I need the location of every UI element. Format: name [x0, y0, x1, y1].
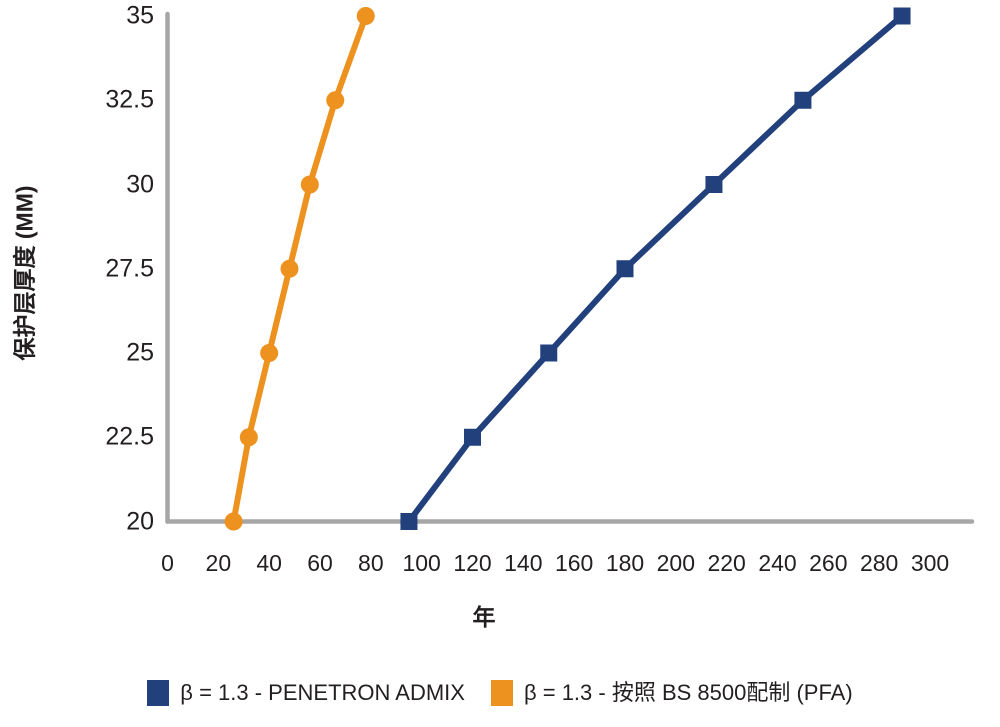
data-point-marker[interactable] [224, 512, 243, 531]
series-1 [400, 7, 911, 530]
data-point-marker[interactable] [400, 513, 418, 530]
legend-swatch-icon [147, 680, 170, 706]
data-point-marker[interactable] [280, 259, 299, 278]
x-axis-tick-label: 80 [358, 550, 384, 576]
data-point-marker[interactable] [794, 91, 812, 109]
x-axis-tick-label: 200 [656, 550, 696, 576]
data-point-marker[interactable] [616, 260, 634, 278]
data-point-marker[interactable] [540, 344, 558, 362]
legend-item-label: β = 1.3 - 按照 BS 8500配制 (PFA) [523, 680, 853, 705]
x-axis-tick-label: 140 [504, 550, 543, 576]
x-axis-tick-label: 300 [910, 550, 950, 576]
data-point-marker[interactable] [239, 428, 258, 447]
series-2 [224, 7, 375, 531]
chart-legend: β = 1.3 - PENETRON ADMIX β = 1.3 - 按照 BS… [0, 672, 1000, 714]
x-axis-tick-label: 160 [554, 550, 594, 576]
x-axis-title-text: 年 [472, 604, 496, 630]
data-point-marker[interactable] [300, 175, 319, 194]
x-axis-tick-label: 120 [453, 550, 492, 576]
x-axis-tick-label: 240 [758, 550, 797, 576]
x-axis-tick-label: 180 [605, 550, 645, 576]
plot-area [165, 7, 975, 531]
data-point-marker[interactable] [260, 344, 279, 362]
data-point-marker[interactable] [893, 7, 911, 25]
x-axis-tick-label: 0 [161, 550, 174, 576]
y-axis-tick-label: 35 [126, 1, 154, 30]
x-axis-title: 年 [0, 598, 1000, 632]
x-axis-tick-labels: 0 20 40 60 80 100 120 140 160 180 200 220 240 260 280 3… [0, 550, 1000, 584]
y-axis-tick-labels: 20 22.5 25 27.5 30 32.5 35 [20, 0, 154, 545]
y-axis-tick-label: 25 [126, 338, 154, 367]
x-axis-tick-label: 20 [205, 550, 232, 576]
series-line [405, 13, 906, 525]
x-axis-tick-label: 260 [809, 550, 848, 576]
y-axis-tick-label: 22.5 [105, 422, 154, 451]
legend-item-label: β = 1.3 - PENETRON ADMIX [180, 680, 465, 705]
data-point-marker[interactable] [326, 91, 345, 110]
legend-item[interactable]: β = 1.3 - PENETRON ADMIX [147, 680, 465, 706]
y-axis-tick-label: 32.5 [105, 85, 154, 114]
y-axis-tick-label: 30 [126, 170, 154, 198]
data-point-marker[interactable] [705, 176, 723, 193]
legend-item[interactable]: β = 1.3 - 按照 BS 8500配制 (PFA) [490, 680, 853, 706]
y-axis-tick-label: 20 [126, 507, 154, 535]
data-point-marker[interactable] [464, 428, 481, 446]
x-axis-tick-label: 100 [402, 550, 441, 576]
y-axis-tick-label: 27.5 [105, 254, 154, 283]
series-line [230, 13, 369, 525]
x-axis-tick-label: 280 [859, 550, 899, 576]
x-axis-tick-label: 40 [256, 550, 282, 576]
legend-swatch-icon [490, 680, 513, 706]
x-axis-tick-label: 220 [707, 550, 746, 576]
x-axis-tick-label: 60 [307, 550, 333, 576]
data-point-marker[interactable] [356, 7, 375, 25]
